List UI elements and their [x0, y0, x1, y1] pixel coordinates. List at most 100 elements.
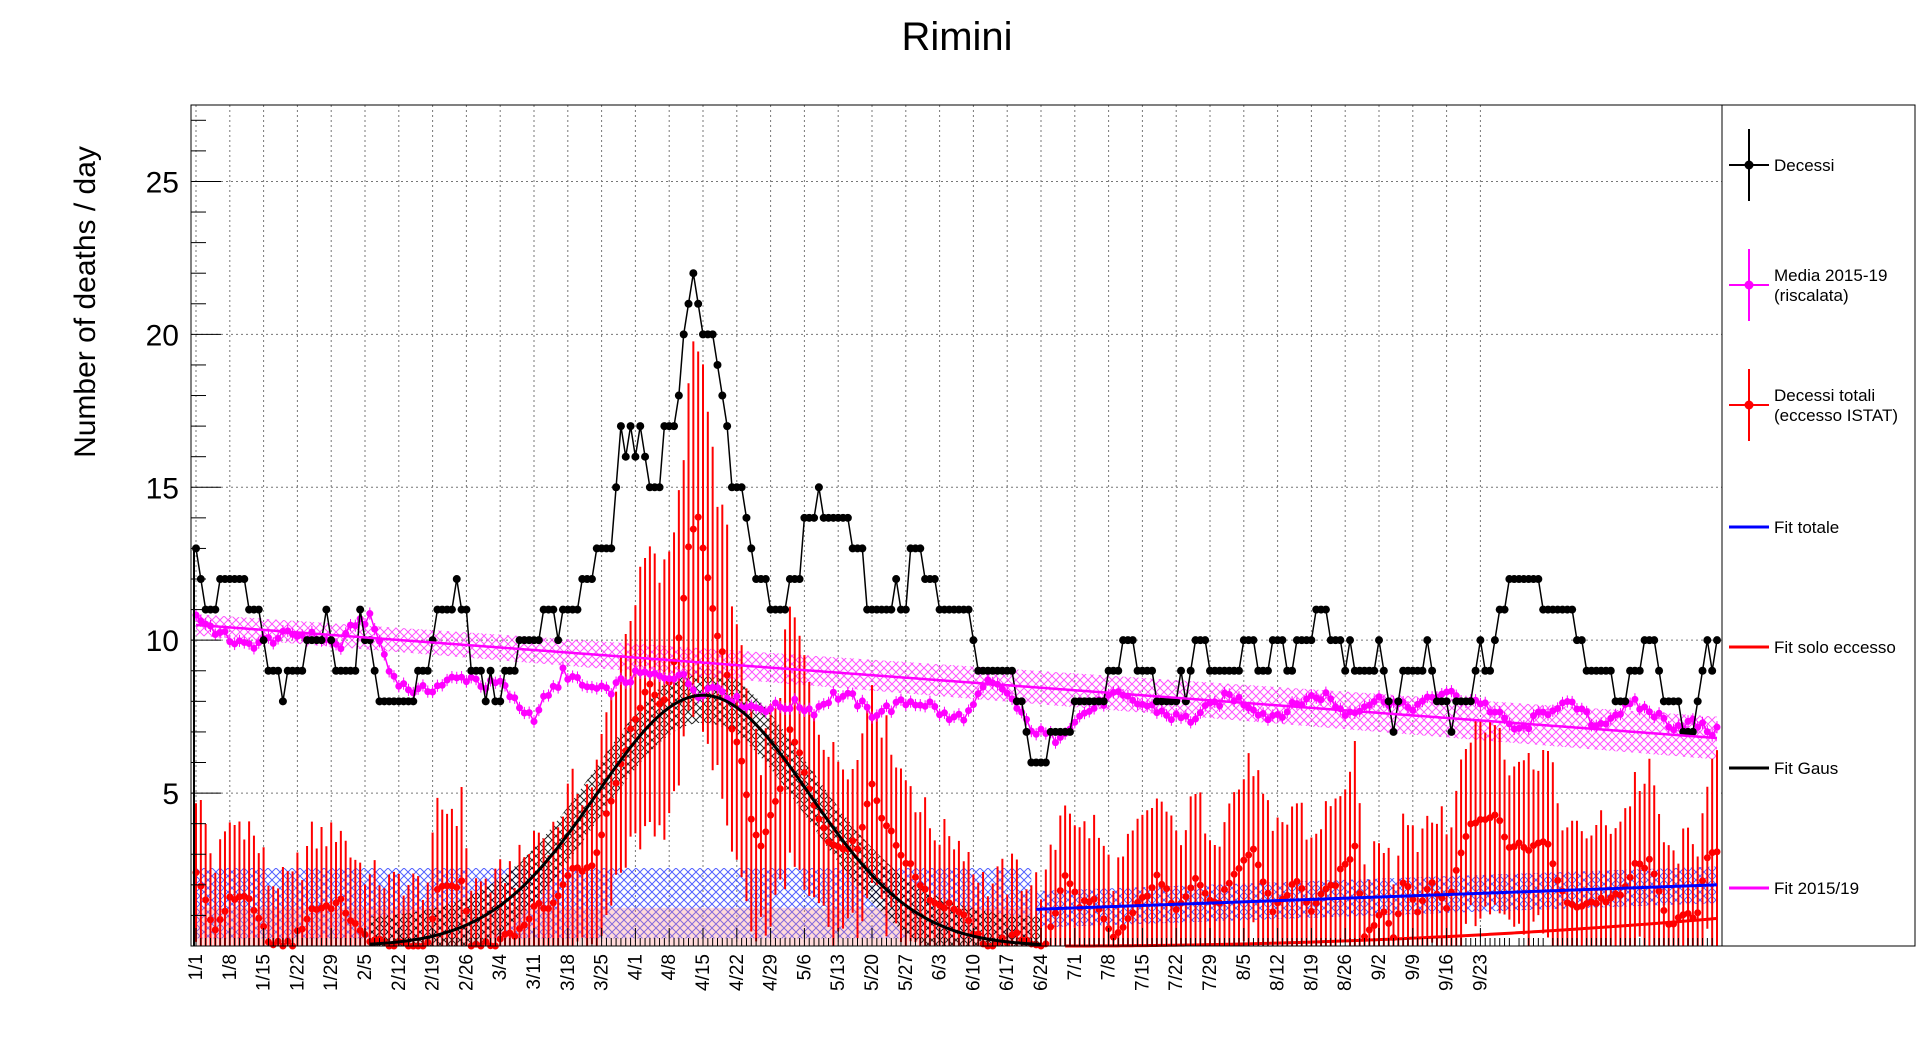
- media-point: [1694, 723, 1702, 731]
- media-point: [882, 702, 890, 710]
- media-point: [878, 707, 886, 715]
- excess-point: [351, 920, 359, 928]
- media-point: [1568, 698, 1576, 706]
- excess-point: [762, 828, 770, 836]
- excess-point: [332, 899, 340, 907]
- decessi-point: [322, 605, 331, 614]
- excess-point: [1655, 887, 1663, 895]
- x-tick-label: 4/15: [693, 954, 714, 991]
- decessi-point: [612, 483, 621, 492]
- media-point: [805, 705, 813, 713]
- excess-point: [458, 877, 466, 885]
- media-point: [1327, 695, 1335, 703]
- decessi-point: [689, 269, 698, 278]
- media-point: [573, 674, 581, 682]
- excess-point: [1254, 861, 1262, 869]
- decessi-point: [1606, 666, 1615, 675]
- excess-point: [965, 917, 973, 925]
- excess-point: [453, 883, 461, 891]
- x-tick-label: 9/9: [1403, 954, 1424, 980]
- media-point: [530, 718, 538, 726]
- media-point: [627, 678, 635, 686]
- excess-point: [1361, 933, 1369, 941]
- excess-point: [202, 896, 210, 904]
- excess-point: [1641, 864, 1649, 872]
- media-point: [602, 684, 610, 692]
- excess-point: [771, 797, 779, 805]
- media-point: [921, 702, 929, 710]
- decessi-point: [655, 483, 664, 492]
- decessi-point: [1263, 666, 1272, 675]
- excess-point: [800, 768, 808, 776]
- excess-point: [1182, 893, 1190, 901]
- excess-point: [303, 915, 311, 923]
- media-point: [371, 625, 379, 633]
- decessi-point: [930, 575, 939, 584]
- legend-label: Decessi totali: [1774, 386, 1875, 405]
- decessi-point: [916, 544, 925, 553]
- excess-point: [1443, 904, 1451, 912]
- decessi-point: [254, 605, 263, 614]
- excess-point: [1317, 890, 1325, 898]
- media-point: [1660, 714, 1668, 722]
- decessi-point: [1650, 636, 1659, 645]
- excess-point: [554, 892, 562, 900]
- excess-point: [250, 906, 258, 914]
- decessi-point: [1278, 636, 1287, 645]
- excess-point: [1240, 856, 1248, 864]
- excess-point: [1684, 909, 1692, 917]
- media-point: [544, 691, 552, 699]
- media-point: [462, 678, 470, 686]
- excess-point: [1119, 923, 1127, 931]
- decessi-point: [423, 666, 432, 675]
- media-point: [269, 639, 277, 647]
- media-point: [849, 690, 857, 698]
- media-point: [1375, 693, 1383, 701]
- excess-point: [1235, 864, 1243, 872]
- excess-point: [878, 814, 886, 822]
- excess-point: [1694, 909, 1702, 917]
- excess-point: [767, 811, 775, 819]
- decessi-point: [447, 605, 456, 614]
- excess-point: [1336, 865, 1344, 873]
- media-point: [829, 688, 837, 696]
- media-point: [429, 688, 437, 696]
- media-point: [670, 675, 678, 683]
- media-point: [767, 705, 775, 713]
- excess-point: [1341, 860, 1349, 868]
- decessi-point: [554, 636, 563, 645]
- media-point: [771, 699, 779, 707]
- legend-entry: Media 2015-19(riscalata): [1729, 249, 1887, 321]
- decessi-point: [1022, 727, 1031, 736]
- media-point: [612, 679, 620, 687]
- excess-point: [516, 925, 524, 933]
- excess-point: [602, 810, 610, 818]
- excess-point: [1090, 895, 1098, 903]
- decessi-point: [795, 575, 804, 584]
- excess-point: [1457, 849, 1465, 857]
- x-tick-label: 3/11: [524, 954, 545, 990]
- media-point: [221, 628, 229, 636]
- decessi-point: [481, 697, 490, 706]
- excess-point: [656, 700, 664, 708]
- excess-point: [897, 851, 905, 859]
- excess-point: [327, 905, 335, 913]
- excess-point: [197, 882, 205, 890]
- decessi-point: [1099, 697, 1108, 706]
- y-axis-label: Number of deaths / day: [69, 146, 102, 458]
- legend-marker: [1744, 280, 1754, 290]
- decessi-point: [621, 452, 630, 461]
- media-point: [1583, 708, 1591, 716]
- decessi-point: [1423, 636, 1432, 645]
- decessi-point: [327, 636, 336, 645]
- media-point: [1249, 706, 1257, 714]
- excess-point: [887, 827, 895, 835]
- series-layer: [192, 269, 1721, 950]
- media-point: [525, 709, 533, 717]
- x-tick-label: 6/17: [997, 954, 1018, 991]
- decessi-point: [607, 544, 616, 553]
- excess-point: [680, 594, 688, 602]
- excess-point: [641, 688, 649, 696]
- decessi-point: [670, 422, 679, 431]
- media-point: [1071, 718, 1079, 726]
